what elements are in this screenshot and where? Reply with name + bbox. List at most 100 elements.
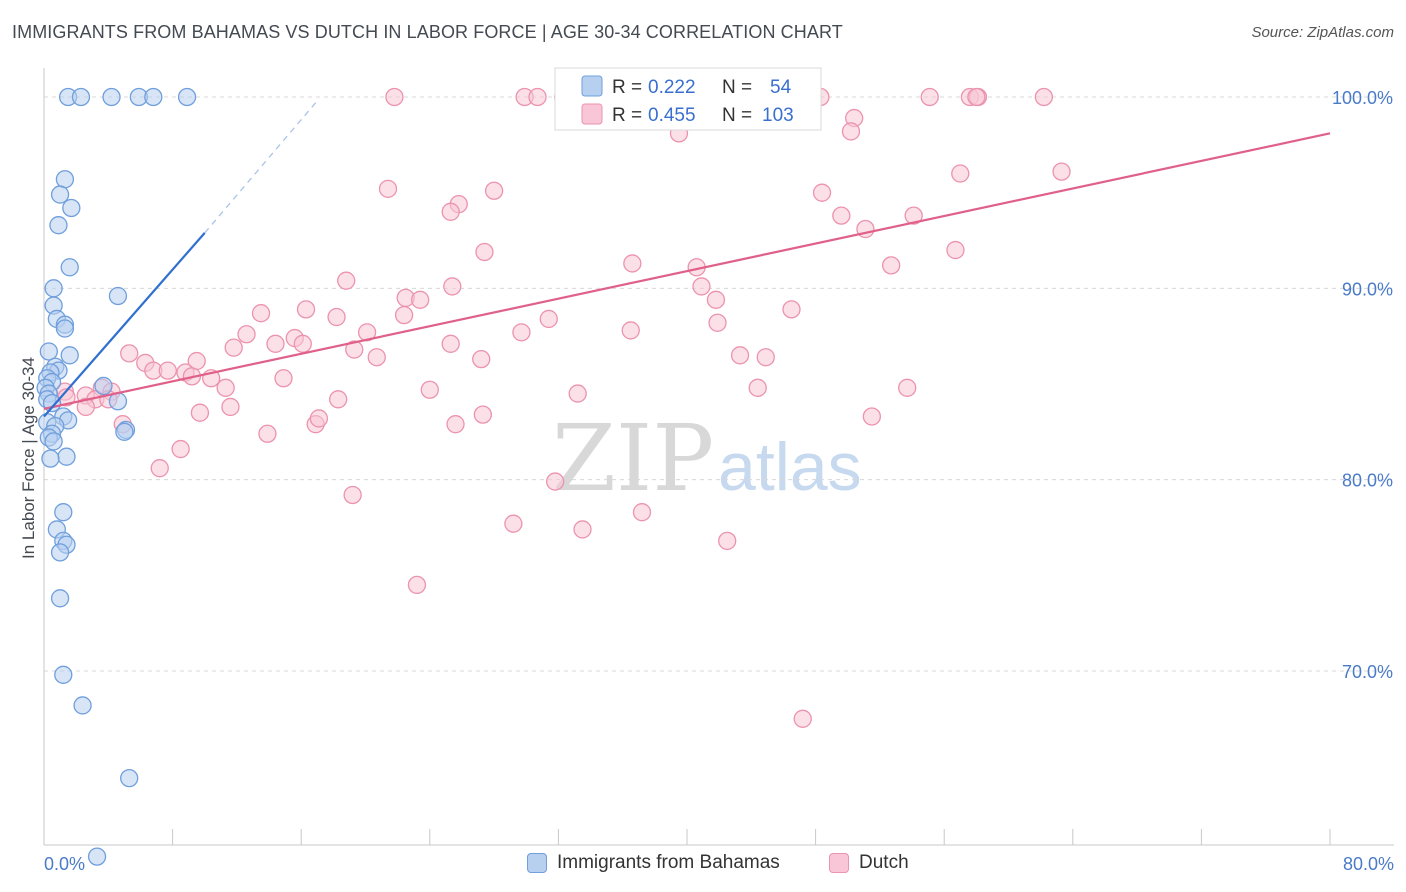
dutch-point-20 — [951, 164, 970, 183]
bahamas-point-18 — [60, 346, 79, 365]
dutch-point-35 — [337, 271, 356, 290]
legend-swatch-bahamas — [581, 75, 603, 97]
dutch-point-76 — [898, 378, 917, 397]
y-axis-title: In Labor Force | Age 30-34 — [19, 357, 38, 559]
dutch-point-46 — [708, 313, 727, 332]
dutch-point-103 — [793, 709, 812, 728]
bahamas-point-10 — [60, 258, 79, 277]
dutch-point-57 — [345, 340, 364, 359]
bahamas-point-41 — [54, 503, 73, 522]
dutch-point-15 — [967, 87, 986, 107]
bahamas-point-1 — [71, 87, 91, 107]
legend-series: Immigrants from Bahamas Dutch — [0, 852, 1406, 878]
chart-title: IMMIGRANTS FROM BAHAMAS VS DUTCH IN LABO… — [12, 22, 843, 42]
dutch-point-47 — [782, 300, 801, 319]
y-tick-label-80: 80.0% — [1342, 471, 1393, 491]
bahamas-point-13 — [108, 286, 128, 306]
bahamas-point-9 — [49, 216, 68, 235]
dutch-point-56 — [224, 338, 243, 357]
dutch-point-41 — [251, 304, 271, 323]
dutch-point-38 — [706, 290, 726, 309]
bahamas-point-16 — [55, 319, 75, 338]
dutch-point-44 — [394, 305, 414, 325]
x-tick-label-min: 0.0% — [44, 854, 85, 874]
dutch-point-59 — [472, 349, 491, 369]
dutch-point-21 — [1052, 162, 1071, 181]
bahamas-point-2 — [102, 87, 121, 107]
dutch-points — [55, 87, 1071, 728]
dutch-point-90 — [446, 415, 465, 434]
bahamas-point-5 — [177, 87, 197, 107]
dutch-point-85 — [568, 384, 587, 403]
dutch-point-31 — [475, 242, 494, 262]
legend-n-value-dutch: 103 — [762, 105, 794, 126]
bahamas-point-17 — [39, 342, 58, 361]
dutch-point-48 — [237, 325, 256, 344]
dutch-point-98 — [632, 503, 652, 522]
dutch-point-40 — [411, 290, 430, 309]
legend-bottom-swatch-dutch — [829, 853, 849, 873]
dutch-point-22 — [378, 179, 398, 198]
bahamas-point-25 — [94, 376, 113, 396]
dutch-point-82 — [76, 397, 95, 417]
trend-line-bahamas — [43, 232, 206, 418]
dutch-point-87 — [473, 405, 492, 424]
legend-r-value-dutch: 0.455 — [648, 105, 696, 126]
bahamas-point-35 — [115, 422, 134, 441]
legend-swatch-dutch — [581, 103, 603, 125]
dutch-point-97 — [343, 485, 362, 505]
dutch-point-100 — [573, 520, 592, 539]
dutch-point-52 — [357, 323, 377, 342]
watermark-atlas: atlas — [718, 429, 862, 505]
dutch-point-89 — [309, 409, 329, 428]
bahamas-points — [36, 87, 197, 866]
bahamas-point-8 — [62, 198, 81, 218]
bahamas-point-6 — [55, 170, 75, 189]
bahamas-point-50 — [87, 847, 107, 866]
dutch-point-32 — [623, 254, 642, 273]
dutch-point-26 — [812, 183, 832, 202]
dutch-point-73 — [216, 378, 235, 397]
dutch-point-101 — [718, 531, 737, 551]
dutch-point-34 — [882, 256, 901, 275]
bahamas-point-4 — [144, 87, 163, 107]
y-tick-label-70: 70.0% — [1342, 662, 1393, 682]
dutch-point-60 — [730, 346, 750, 365]
dutch-point-99 — [504, 514, 523, 533]
dutch-point-95 — [150, 459, 169, 478]
bahamas-point-46 — [50, 589, 70, 608]
dutch-point-2 — [528, 87, 547, 107]
dutch-point-51 — [293, 334, 312, 353]
dutch-point-37 — [692, 277, 711, 296]
legend-label-dutch: Dutch — [859, 852, 909, 873]
y-tick-label-90: 90.0% — [1342, 279, 1393, 299]
dutch-point-12 — [920, 87, 939, 107]
dutch-point-91 — [862, 407, 882, 426]
x-ticks — [43, 829, 1331, 845]
dutch-point-36 — [443, 277, 462, 296]
legend-n-label-dutch: N = — [722, 105, 757, 126]
dutch-point-66 — [158, 361, 177, 380]
dutch-point-58 — [367, 348, 386, 367]
dutch-point-93 — [258, 424, 277, 443]
x-tick-label-max: 80.0% — [1343, 854, 1394, 874]
legend-item-bahamas: Immigrants from Bahamas — [527, 852, 780, 874]
dutch-point-49 — [266, 334, 285, 353]
bahamas-point-49 — [120, 768, 139, 788]
bahamas-point-39 — [57, 447, 76, 466]
dutch-point-16 — [1034, 87, 1054, 107]
bahamas-point-48 — [73, 696, 92, 715]
legend-item-dutch: Dutch — [829, 852, 909, 874]
dutch-point-24 — [484, 181, 504, 200]
legend-stats: R = 0.222 N = 54 R = 0.455 N = 103 — [554, 67, 822, 131]
dutch-point-42 — [296, 300, 316, 319]
legend-r-value-bahamas: 0.222 — [648, 77, 696, 98]
dutch-point-102 — [407, 575, 427, 595]
trend-line-dutch — [43, 132, 1331, 410]
dutch-point-19 — [841, 122, 861, 141]
legend-n-value-bahamas: 54 — [770, 77, 792, 98]
dutch-point-75 — [748, 378, 767, 397]
dutch-point-25 — [441, 202, 460, 221]
dutch-point-27 — [832, 206, 851, 225]
legend-label-bahamas: Immigrants from Bahamas — [557, 852, 780, 873]
